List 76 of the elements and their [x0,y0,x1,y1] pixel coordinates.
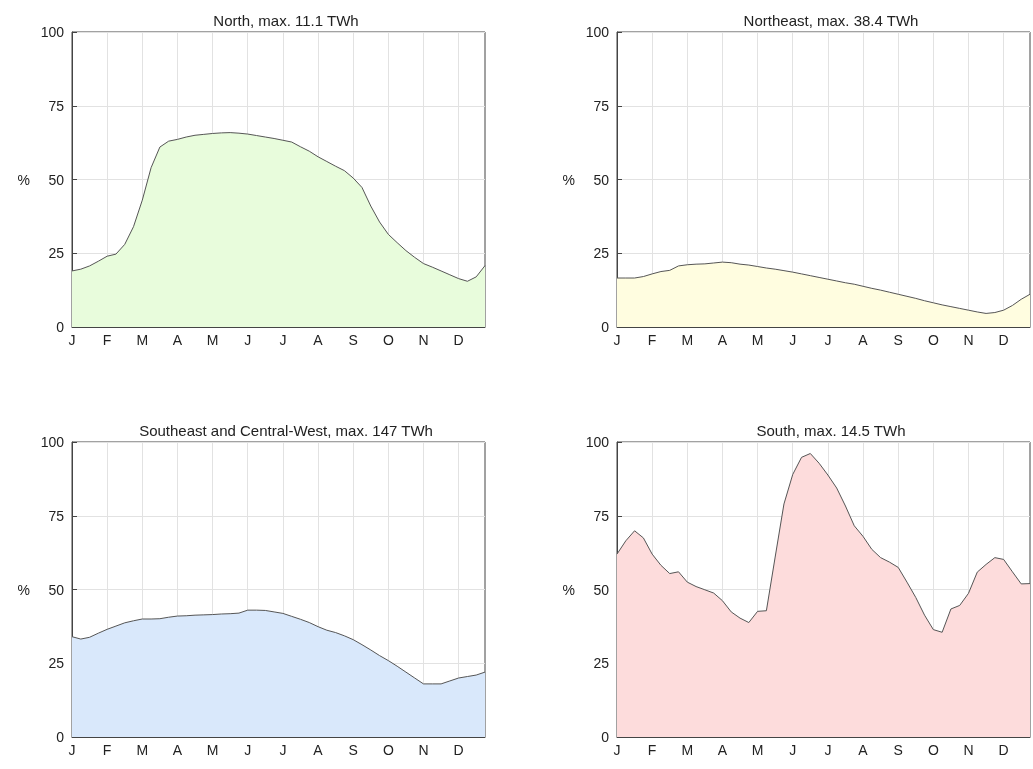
x-tick-label: J [68,332,76,348]
x-tick-label: J [279,332,287,348]
chart-title: South, max. 14.5 TWh [756,422,906,439]
y-tick-label: 0 [601,319,610,335]
x-tick-label: J [244,332,252,348]
y-tick-label: 0 [56,729,65,745]
x-tick-label: J [68,742,76,758]
x-tick-label: O [927,332,939,348]
x-tick-label: F [102,332,112,348]
x-tick-label: F [647,742,657,758]
x-tick-label: A [313,332,324,348]
x-tick-label: A [717,332,728,348]
y-axis-title: % [562,171,575,188]
y-tick-label: 75 [48,507,65,524]
x-tick-label: A [858,742,869,758]
x-tick-label: O [927,742,939,758]
x-tick-label: J [789,742,797,758]
x-tick-label: O [382,742,394,758]
x-tick-label: A [717,742,728,758]
x-tick-label: M [681,742,694,758]
y-tick-label: 100 [585,434,610,450]
y-tick-label: 50 [48,581,65,598]
x-tick-label: J [613,742,621,758]
x-tick-label: F [102,742,112,758]
y-tick-label: 75 [593,507,610,524]
x-tick-label: J [789,332,797,348]
y-tick-label: 25 [593,245,610,262]
x-tick-label: D [998,332,1009,348]
x-tick-label: S [893,332,903,348]
y-tick-label: 25 [48,655,65,672]
x-tick-label: O [382,332,394,348]
x-tick-label: M [681,332,694,348]
y-tick-label: 100 [40,434,65,450]
x-tick-label: A [858,332,869,348]
x-tick-label: M [751,332,764,348]
chart-title: Northeast, max. 38.4 TWh [743,12,919,29]
x-tick-label: M [206,742,219,758]
x-tick-label: D [998,742,1009,758]
x-tick-label: A [313,742,324,758]
y-tick-label: 100 [40,24,65,40]
chart-title: North, max. 11.1 TWh [213,12,359,29]
x-tick-label: J [824,332,832,348]
y-axis-title: % [17,581,30,598]
x-tick-label: M [136,742,149,758]
x-tick-label: J [244,742,252,758]
y-tick-label: 0 [56,319,65,335]
y-tick-label: 50 [48,171,65,188]
x-tick-label: A [172,742,183,758]
x-tick-label: M [136,332,149,348]
chart-title: Southeast and Central-West, max. 147 TWh [139,422,433,439]
y-tick-label: 75 [48,97,65,114]
y-tick-label: 25 [593,655,610,672]
y-tick-label: 25 [48,245,65,262]
y-axis-title: % [17,171,30,188]
y-tick-label: 50 [593,581,610,598]
x-tick-label: F [647,332,657,348]
x-tick-label: N [418,742,429,758]
y-tick-label: 75 [593,97,610,114]
x-tick-label: J [613,332,621,348]
y-tick-label: 0 [601,729,610,745]
x-tick-label: N [963,742,974,758]
x-tick-label: S [893,742,903,758]
x-tick-label: D [453,742,464,758]
x-tick-label: N [418,332,429,348]
x-tick-label: D [453,332,464,348]
x-tick-label: N [963,332,974,348]
x-tick-label: M [206,332,219,348]
x-tick-label: S [348,332,358,348]
x-tick-label: A [172,332,183,348]
x-tick-label: J [279,742,287,758]
x-tick-label: M [751,742,764,758]
y-tick-label: 50 [593,171,610,188]
x-tick-label: S [348,742,358,758]
y-tick-label: 100 [585,24,610,40]
x-tick-label: J [824,742,832,758]
y-axis-title: % [562,581,575,598]
